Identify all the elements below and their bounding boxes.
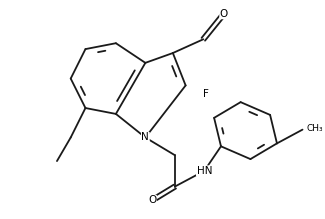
Text: HN: HN	[197, 166, 212, 176]
Text: N: N	[141, 132, 149, 143]
Text: F: F	[203, 89, 209, 99]
Text: O: O	[220, 9, 228, 19]
Text: O: O	[148, 195, 156, 205]
Text: CH₃: CH₃	[306, 124, 323, 133]
